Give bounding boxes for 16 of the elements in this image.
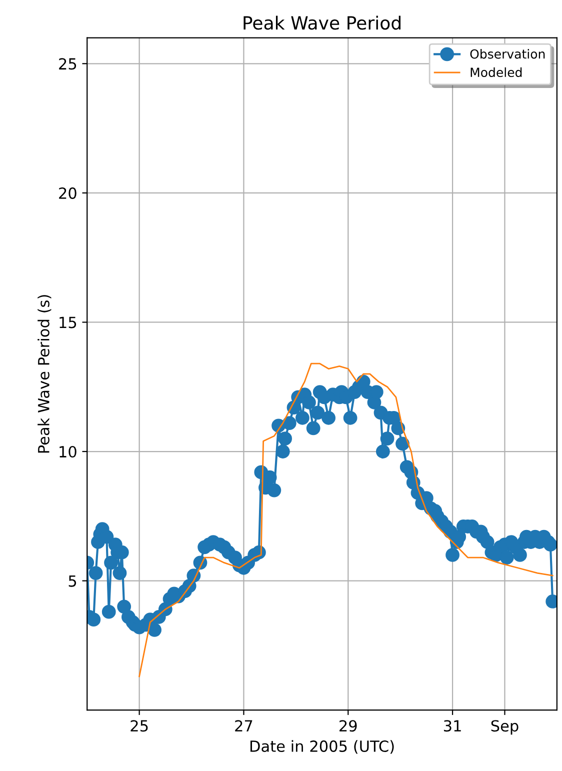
line-series xyxy=(138,362,554,678)
x-tick-label: Sep xyxy=(491,720,518,735)
x-axis-title: Date in 2005 (UTC) xyxy=(250,740,394,754)
y-tick-label: 25 xyxy=(59,58,76,70)
legend-label: Observation xyxy=(470,49,545,59)
x-tick-label: 27 xyxy=(235,720,252,732)
y-tick-label: 15 xyxy=(60,316,76,328)
chart-title: Peak Wave Period xyxy=(244,16,400,30)
x-tick-label: 25 xyxy=(130,720,148,732)
y-tick-label: 10 xyxy=(60,446,76,458)
x-tick-label: 29 xyxy=(340,720,357,732)
y-tick-label: 20 xyxy=(59,187,76,199)
y-axis-title: Peak Wave Period (s) xyxy=(38,295,52,453)
x-tick-label: 31 xyxy=(444,720,461,732)
legend-label: Modeled xyxy=(470,67,522,78)
y-tick-label: 5 xyxy=(68,575,76,587)
